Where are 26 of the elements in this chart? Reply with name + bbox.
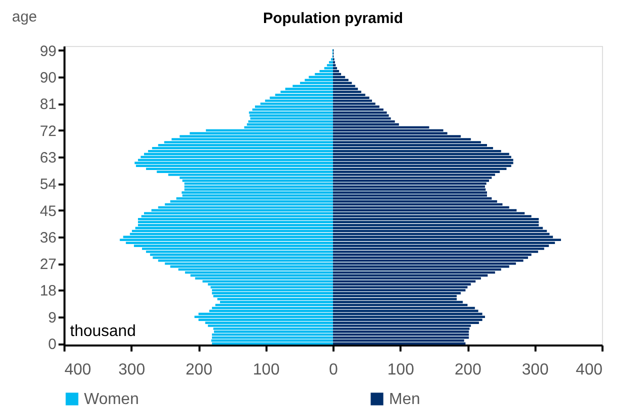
y-tick-label: 27 — [40, 256, 56, 274]
chart-title: Population pyramid — [262, 10, 404, 27]
x-tick-label: 200 — [186, 362, 212, 378]
x-tick-label: 300 — [118, 362, 146, 378]
y-tick-label: 0 — [48, 336, 56, 354]
x-tick-label: 400 — [576, 362, 603, 378]
x-tick-label: 100 — [252, 362, 280, 378]
legend-label: Women — [84, 391, 139, 408]
y-tick-label: 72 — [40, 122, 56, 140]
x-tick-label: 0 — [329, 362, 338, 378]
x-tick-label: 400 — [64, 362, 92, 378]
x-tick-label: 100 — [387, 362, 414, 378]
legend-label: Men — [389, 391, 420, 408]
y-tick-label: 9 — [48, 309, 56, 326]
y-tick-label: 99 — [40, 42, 56, 60]
y-tick-label: 36 — [40, 229, 56, 246]
annotation: thousand — [70, 323, 136, 340]
y-tick-label: 81 — [40, 96, 56, 114]
y-tick-label: 54 — [40, 176, 56, 194]
y-tick-label: 63 — [40, 150, 56, 167]
y-tick-label: 18 — [40, 282, 56, 300]
y-axis-title: age — [12, 8, 38, 26]
x-tick-label: 300 — [522, 362, 549, 378]
y-tick-label: 90 — [40, 70, 56, 87]
y-tick-label: 45 — [40, 202, 56, 220]
x-tick-label: 200 — [454, 362, 482, 378]
